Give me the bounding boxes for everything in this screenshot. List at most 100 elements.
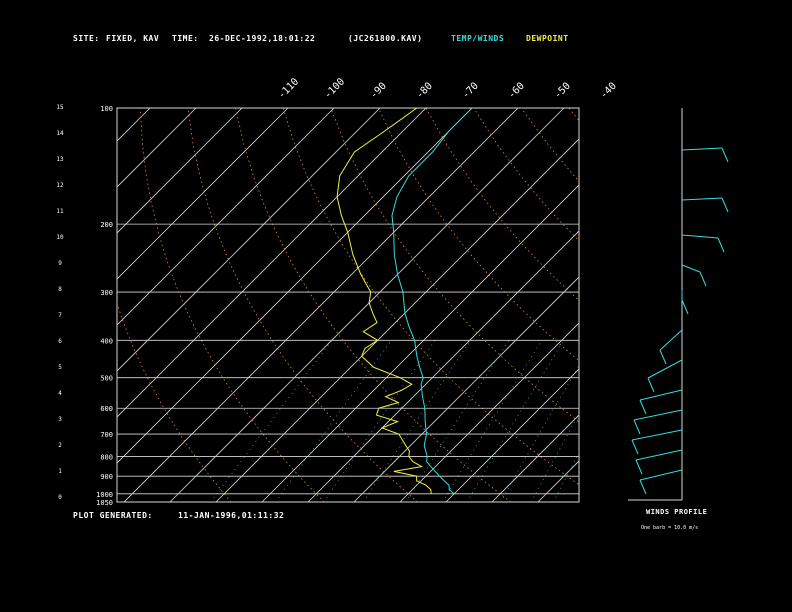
wind-barb-staff — [681, 197, 723, 201]
isotherm-line — [117, 108, 151, 142]
height-km-label: 15 — [56, 104, 64, 111]
mixing-ratio-line — [210, 340, 333, 502]
dry-adiabat — [139, 108, 325, 502]
pressure-label: 600 — [100, 405, 113, 413]
temperature-trace — [391, 108, 473, 495]
wind-barb-flag — [639, 479, 647, 495]
time-label: TIME: — [172, 34, 199, 43]
isotherm-line — [0, 108, 104, 502]
height-km-label: 5 — [58, 364, 62, 371]
pressure-label: 700 — [100, 431, 113, 439]
winds-profile-title: WINDS PROFILE — [646, 508, 707, 516]
dry-adiabat — [425, 108, 579, 301]
wind-barb-flag — [721, 197, 729, 213]
height-km-label: 2 — [58, 442, 62, 449]
height-km-label: 11 — [56, 208, 64, 215]
height-km-label: 0 — [58, 494, 62, 501]
top-temp-label: -100 — [322, 76, 347, 101]
pressure-label: 1050 — [96, 499, 113, 507]
time-value: 26-DEC-1992,18:01:22 — [209, 34, 315, 43]
height-km-label: 13 — [56, 156, 64, 163]
height-km-label: 14 — [56, 130, 64, 137]
wind-barb-flag — [631, 439, 639, 455]
top-temp-label: -80 — [414, 81, 435, 102]
pressure-grid — [117, 223, 579, 495]
wind-barb-flag — [647, 377, 655, 393]
wind-barbs — [631, 147, 729, 495]
isotherm-line — [630, 108, 792, 502]
isotherm-line — [123, 108, 519, 502]
wind-barb-staff — [681, 147, 723, 151]
top-temp-label: -70 — [460, 81, 481, 102]
dry-adiabat — [568, 108, 579, 122]
top-temperature-labels: -110 -100 -90 -80 -70 -60 -50 -40 — [276, 76, 619, 101]
wind-barb-flag — [639, 399, 647, 415]
height-km-label: 6 — [58, 338, 62, 345]
dry-adiabat — [378, 108, 579, 362]
wind-barb-staff — [639, 469, 683, 481]
isotherm-line — [117, 108, 473, 464]
pressure-label: 1000 — [96, 491, 113, 499]
top-temp-label: -110 — [276, 76, 301, 101]
dewpoint-trace — [336, 108, 432, 494]
isotherm-line — [117, 108, 427, 418]
isotherm-line — [676, 108, 792, 502]
isotherm-line — [537, 460, 579, 502]
isotherm-line — [117, 108, 289, 280]
mixing-ratio-line — [530, 413, 579, 502]
legend-dewpoint: DEWPOINT — [526, 34, 569, 43]
height-km-label: 7 — [58, 312, 62, 319]
wind-barb-staff — [635, 449, 683, 461]
winds-barb-note: One barb = 10.0 m/s — [641, 525, 698, 531]
wind-barb-staff — [631, 429, 683, 441]
dry-adiabat — [664, 108, 792, 502]
site-label: SITE: — [73, 34, 100, 43]
top-temp-label: -50 — [552, 81, 573, 102]
wind-barb-staff — [659, 329, 683, 351]
isotherm-line — [261, 184, 579, 502]
wind-barb-staff — [647, 359, 683, 379]
mixing-ratio-lines — [210, 340, 579, 502]
isotherm-line — [584, 108, 792, 502]
mixing-ratio-line — [323, 340, 436, 502]
isotherm-line — [117, 108, 335, 326]
isotherm-line — [307, 230, 579, 502]
wind-barb-flag — [633, 419, 641, 435]
wind-barb-flag — [635, 459, 643, 475]
isotherm-line — [117, 108, 243, 234]
height-km-label: 3 — [58, 416, 62, 423]
isotherm-line — [353, 276, 579, 502]
wind-barb-flag — [659, 349, 667, 365]
top-temp-label: -60 — [506, 81, 527, 102]
pressure-label: 100 — [100, 105, 113, 113]
isotherm-line — [169, 108, 565, 502]
pressure-label: 800 — [100, 453, 113, 461]
sounding-traces — [336, 108, 473, 495]
isotherm-line — [117, 108, 381, 372]
pressure-label: 200 — [100, 221, 113, 229]
wind-barb-flag — [681, 299, 689, 315]
height-km-label: 9 — [58, 260, 62, 267]
height-km-label: 8 — [58, 286, 62, 293]
height-km-label: 1 — [58, 468, 62, 475]
height-km-label: 12 — [56, 182, 64, 189]
mixing-ratio-line — [275, 340, 392, 502]
isotherm-line — [399, 322, 579, 502]
mixing-ratio-line — [553, 451, 579, 502]
isotherm-line — [445, 368, 579, 502]
dry-adiabat — [520, 108, 579, 182]
wind-barb-staff — [639, 389, 683, 401]
isotherm-lines — [0, 108, 792, 502]
mixing-ratio-line — [500, 364, 579, 502]
wind-barb-staff — [681, 234, 719, 239]
plot-generated-value: 11-JAN-1996,01:11:32 — [178, 511, 284, 520]
dry-adiabat — [617, 108, 792, 502]
legend-temp: TEMP/WINDS — [451, 34, 504, 43]
top-temp-label: -90 — [368, 81, 389, 102]
wind-barb-flag — [717, 237, 725, 253]
wind-barb-flag — [699, 271, 707, 287]
dry-adiabat — [187, 108, 418, 502]
